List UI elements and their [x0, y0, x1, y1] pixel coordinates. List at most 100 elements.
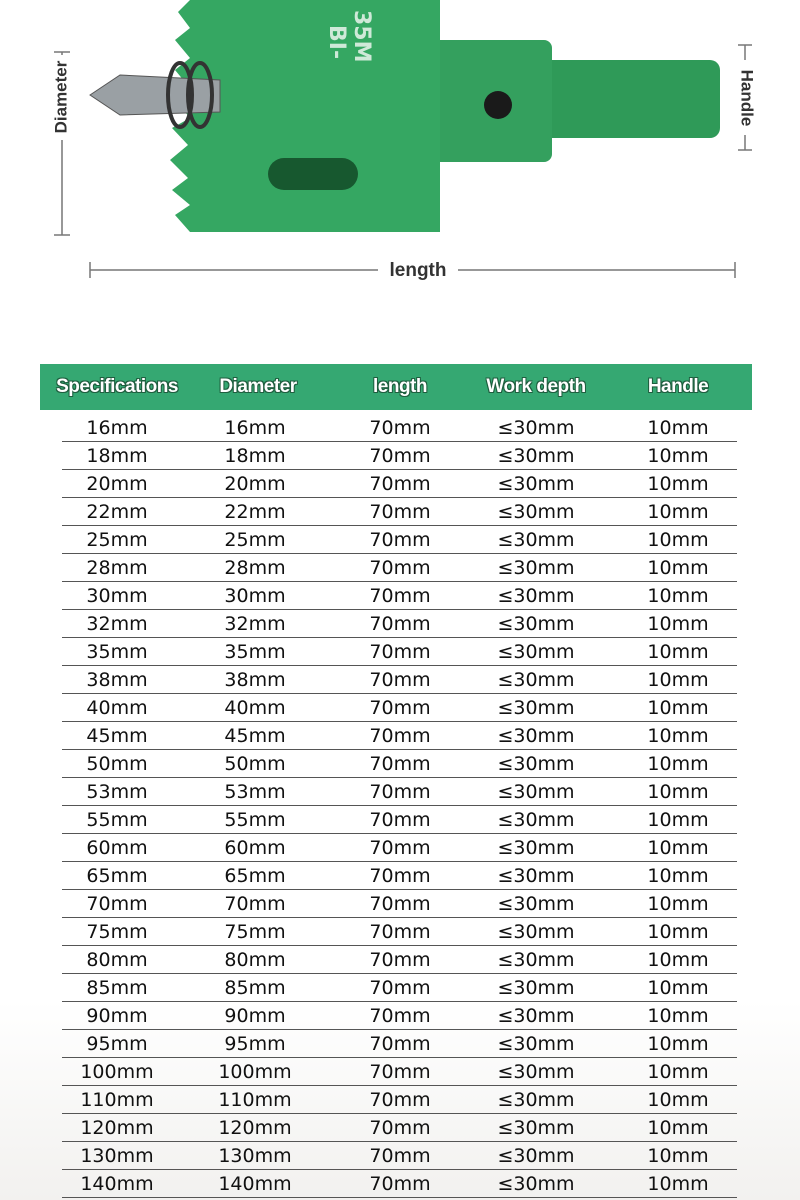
table-cell: 70mm	[369, 641, 431, 663]
table-row: 65mm 65mm 70mm ≤30mm 10mm	[62, 862, 737, 890]
table-cell: ≤30mm	[497, 865, 575, 887]
table-cell: 32mm	[86, 613, 148, 635]
table-cell: 70mm	[369, 753, 431, 775]
table-cell: 70mm	[369, 669, 431, 691]
table-cell: 10mm	[647, 977, 709, 999]
table-cell: 65mm	[86, 865, 148, 887]
table-cell: 28mm	[86, 557, 148, 579]
table-cell: ≤30mm	[497, 949, 575, 971]
table-cell: 70mm	[224, 893, 286, 915]
table-cell: ≤30mm	[497, 921, 575, 943]
product-illustration: BI- 35M Diameter Handle length	[51, 0, 757, 281]
hole-saw: BI- 35M	[89, 0, 720, 232]
table-row: 130mm 130mm 70mm ≤30mm 10mm	[62, 1142, 737, 1170]
table-cell: 32mm	[224, 613, 286, 635]
table-cell: ≤30mm	[497, 1005, 575, 1027]
header-cell: Handle	[647, 376, 709, 397]
table-cell: 10mm	[647, 669, 709, 691]
table-cell: 100mm	[80, 1061, 154, 1083]
table-cell: 22mm	[224, 501, 286, 523]
table-cell: 80mm	[224, 949, 286, 971]
table-cell: 70mm	[369, 837, 431, 859]
table-cell: 10mm	[647, 1005, 709, 1027]
table-cell: 70mm	[369, 809, 431, 831]
table-cell: 70mm	[369, 473, 431, 495]
table-cell: 70mm	[369, 1117, 431, 1139]
table-cell: 10mm	[647, 697, 709, 719]
table-cell: 10mm	[647, 1089, 709, 1111]
table-cell: 10mm	[647, 529, 709, 551]
table-cell: ≤30mm	[497, 557, 575, 579]
table-cell: 65mm	[224, 865, 286, 887]
table-row: 100mm 100mm 70mm ≤30mm 10mm	[62, 1058, 737, 1086]
table-cell: 95mm	[224, 1033, 286, 1055]
table-cell: 16mm	[224, 417, 286, 439]
table-row: 110mm 110mm 70mm ≤30mm 10mm	[62, 1086, 737, 1114]
table-cell: 70mm	[369, 921, 431, 943]
table-cell: 25mm	[224, 529, 286, 551]
dimension-label: Diameter	[51, 60, 70, 133]
table-cell: 38mm	[224, 669, 286, 691]
table-cell: 70mm	[369, 557, 431, 579]
table-cell: ≤30mm	[497, 473, 575, 495]
table-cell: ≤30mm	[497, 1061, 575, 1083]
table-cell: ≤30mm	[497, 753, 575, 775]
table-cell: 55mm	[224, 809, 286, 831]
table-cell: 85mm	[224, 977, 286, 999]
table-cell: 70mm	[369, 613, 431, 635]
table-row: 95mm 95mm 70mm ≤30mm 10mm	[62, 1030, 737, 1058]
table-cell: 28mm	[224, 557, 286, 579]
table-cell: 40mm	[224, 697, 286, 719]
table-cell: 10mm	[647, 1173, 709, 1195]
table-cell: 60mm	[86, 837, 148, 859]
table-cell: 35mm	[224, 641, 286, 663]
table-row: 40mm 40mm 70mm ≤30mm 10mm	[62, 694, 737, 722]
table-cell: 53mm	[86, 781, 148, 803]
table-cell: 38mm	[86, 669, 148, 691]
table-cell: ≤30mm	[497, 585, 575, 607]
table-row: 45mm 45mm 70mm ≤30mm 10mm	[62, 722, 737, 750]
table-cell: 40mm	[86, 697, 148, 719]
dimension-label: length	[390, 260, 447, 281]
table-cell: 10mm	[647, 641, 709, 663]
table-cell: 60mm	[224, 837, 286, 859]
header-cell: Work depth	[486, 376, 586, 397]
table-cell: 10mm	[647, 921, 709, 943]
table-cell: 70mm	[369, 1061, 431, 1083]
table-cell: 20mm	[224, 473, 286, 495]
table-cell: 53mm	[224, 781, 286, 803]
table-cell: 55mm	[86, 809, 148, 831]
bit-marking: 35M	[349, 10, 374, 63]
table-cell: ≤30mm	[497, 1145, 575, 1167]
table-cell: 130mm	[218, 1145, 292, 1167]
table-row: 120mm 120mm 70mm ≤30mm 10mm	[62, 1114, 737, 1142]
table-cell: ≤30mm	[497, 725, 575, 747]
table-row: 70mm 70mm 70mm ≤30mm 10mm	[62, 890, 737, 918]
table-cell: 140mm	[218, 1173, 292, 1195]
table-cell: 10mm	[647, 1117, 709, 1139]
table-cell: ≤30mm	[497, 837, 575, 859]
table-cell: 100mm	[218, 1061, 292, 1083]
table-cell: 30mm	[86, 585, 148, 607]
table-cell: ≤30mm	[497, 781, 575, 803]
table-cell: 10mm	[647, 725, 709, 747]
table-cell: 70mm	[369, 585, 431, 607]
table-cell: ≤30mm	[497, 1117, 575, 1139]
table-cell: 70mm	[369, 1033, 431, 1055]
table-row: 90mm 90mm 70mm ≤30mm 10mm	[62, 1002, 737, 1030]
table-cell: 10mm	[647, 1033, 709, 1055]
table-cell: 10mm	[647, 613, 709, 635]
table-cell: 70mm	[369, 949, 431, 971]
table-cell: 10mm	[647, 865, 709, 887]
table-row: 32mm 32mm 70mm ≤30mm 10mm	[62, 610, 737, 638]
table-cell: 70mm	[369, 1005, 431, 1027]
table-cell: 70mm	[369, 529, 431, 551]
table-cell: ≤30mm	[497, 1089, 575, 1111]
table-row: 28mm 28mm 70mm ≤30mm 10mm	[62, 554, 737, 582]
table-cell: 70mm	[369, 417, 431, 439]
table-cell: 10mm	[647, 809, 709, 831]
table-cell: 90mm	[224, 1005, 286, 1027]
table-cell: ≤30mm	[497, 417, 575, 439]
table-cell: 70mm	[369, 1089, 431, 1111]
